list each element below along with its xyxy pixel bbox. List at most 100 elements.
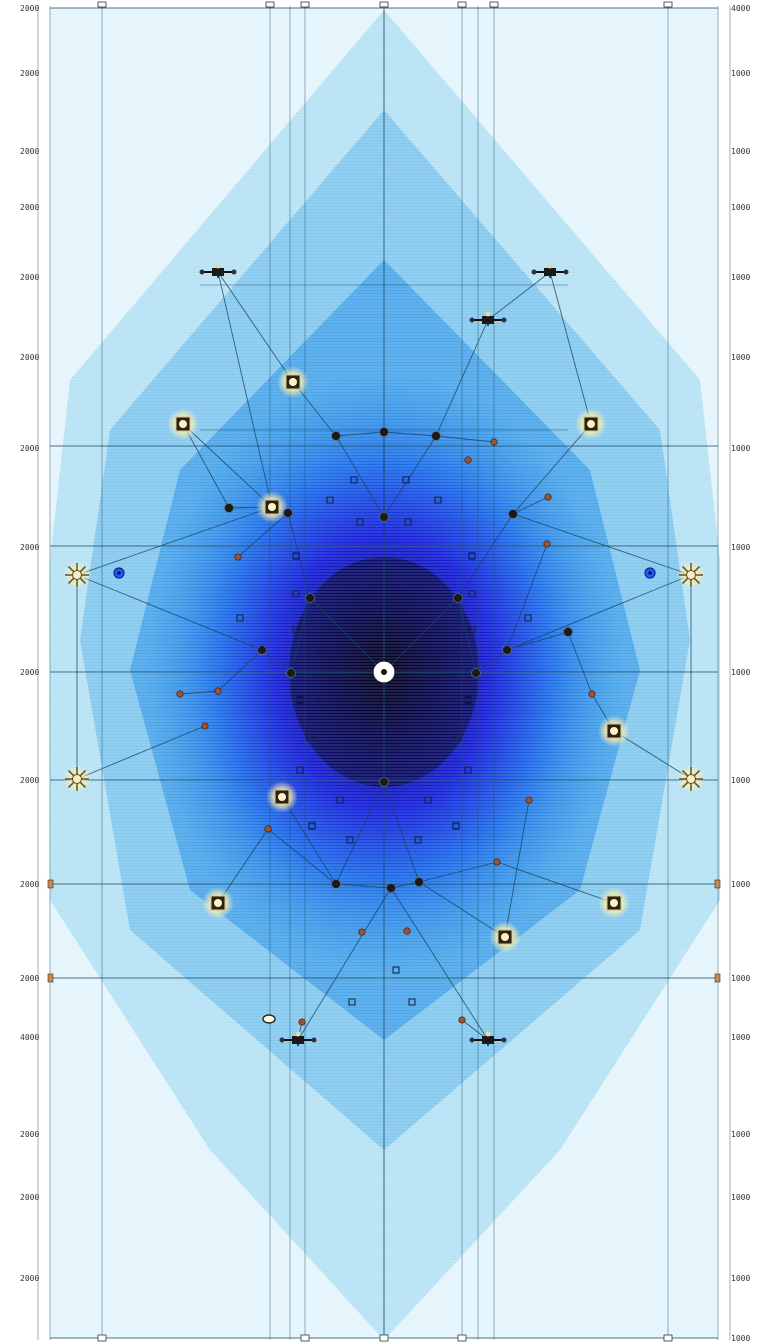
dark-node[interactable] [331, 431, 341, 441]
light-node-icon[interactable] [256, 491, 288, 523]
network-link [435, 319, 489, 437]
blue-node[interactable] [113, 567, 125, 579]
rust-node[interactable] [214, 687, 222, 695]
grid-marker [296, 696, 304, 704]
rust-node[interactable] [544, 493, 552, 501]
edge-marker [714, 973, 721, 983]
network-link [383, 435, 437, 518]
dark-node[interactable] [563, 627, 573, 637]
bottom-marker [663, 1334, 673, 1342]
grid-marker [306, 734, 314, 742]
rust-node[interactable] [358, 928, 366, 936]
dark-node[interactable] [305, 593, 315, 603]
target-icon[interactable] [372, 660, 396, 684]
light-node-icon[interactable] [167, 408, 199, 440]
left-axis-label: 2000 [20, 203, 39, 212]
dark-node[interactable] [502, 645, 512, 655]
rust-node[interactable] [588, 690, 596, 698]
light-node-icon[interactable] [575, 408, 607, 440]
network-link [335, 781, 385, 885]
blue-node[interactable] [644, 567, 656, 579]
dark-node[interactable] [379, 777, 389, 787]
rust-node[interactable] [176, 690, 184, 698]
network-link [567, 631, 593, 695]
rust-node[interactable] [201, 722, 209, 730]
dark-node[interactable] [331, 879, 341, 889]
drone-icon[interactable] [469, 311, 507, 327]
dark-node[interactable] [453, 593, 463, 603]
grid-marker [356, 518, 364, 526]
star-node-icon[interactable] [63, 561, 91, 589]
drone-icon[interactable] [279, 1031, 317, 1047]
grid-marker [408, 998, 416, 1006]
grid-marker [468, 590, 476, 598]
left-axis-label: 2000 [20, 776, 39, 785]
right-axis-label: 1000 [731, 1130, 750, 1139]
network-link [290, 671, 385, 674]
network-link [390, 887, 489, 1041]
grid-marker [424, 796, 432, 804]
drone-icon[interactable] [469, 1031, 507, 1047]
dark-node[interactable] [431, 431, 441, 441]
grid-marker [468, 626, 476, 634]
network-link [549, 271, 592, 425]
dark-node[interactable] [471, 668, 481, 678]
light-node-icon[interactable] [598, 887, 630, 919]
right-axis-label: 1000 [731, 776, 750, 785]
dark-node[interactable] [508, 509, 518, 519]
rust-node[interactable] [234, 553, 242, 561]
network-link [383, 597, 459, 673]
light-node-icon[interactable] [489, 921, 521, 953]
dark-node[interactable] [283, 508, 293, 518]
star-node-icon[interactable] [63, 765, 91, 793]
light-node-icon[interactable] [277, 366, 309, 398]
top-marker [489, 1, 499, 8]
top-marker [300, 1, 310, 8]
rust-node[interactable] [464, 456, 472, 464]
light-node-icon[interactable] [266, 781, 298, 813]
network-link [267, 828, 337, 885]
ring-node[interactable] [262, 1014, 276, 1024]
star-node-icon[interactable] [677, 765, 705, 793]
star-node-icon[interactable] [677, 561, 705, 589]
grid-marker [348, 998, 356, 1006]
grid-marker [392, 966, 400, 974]
network-link [418, 861, 498, 883]
rust-node[interactable] [543, 540, 551, 548]
network-link [217, 649, 263, 692]
grid-marker [468, 552, 476, 560]
dark-node[interactable] [386, 883, 396, 893]
grid-marker [292, 590, 300, 598]
grid-marker [346, 836, 354, 844]
drone-icon[interactable] [531, 263, 569, 279]
rust-node[interactable] [264, 825, 272, 833]
network-nodes [63, 263, 705, 1047]
dark-node[interactable] [257, 645, 267, 655]
rust-node[interactable] [525, 796, 533, 804]
dark-node[interactable] [286, 668, 296, 678]
left-axis-label: 2000 [20, 353, 39, 362]
dark-node[interactable] [224, 503, 234, 513]
grid-marker [292, 626, 300, 634]
grid-marker [454, 734, 462, 742]
rust-node[interactable] [298, 1018, 306, 1026]
light-node-icon[interactable] [598, 715, 630, 747]
rust-node[interactable] [490, 438, 498, 446]
left-axis-label: 2000 [20, 880, 39, 889]
rust-node[interactable] [403, 927, 411, 935]
network-link [335, 883, 392, 889]
dark-node[interactable] [379, 512, 389, 522]
light-node-icon[interactable] [202, 887, 234, 919]
network-link [418, 881, 506, 938]
grid-marker [404, 518, 412, 526]
dark-node[interactable] [379, 427, 389, 437]
top-marker [457, 1, 467, 8]
dark-node[interactable] [414, 877, 424, 887]
rust-node[interactable] [493, 858, 501, 866]
drone-icon[interactable] [199, 263, 237, 279]
bottom-marker [300, 1334, 310, 1342]
right-axis-label: 1000 [731, 147, 750, 156]
network-link [512, 496, 549, 515]
rust-node[interactable] [458, 1016, 466, 1024]
